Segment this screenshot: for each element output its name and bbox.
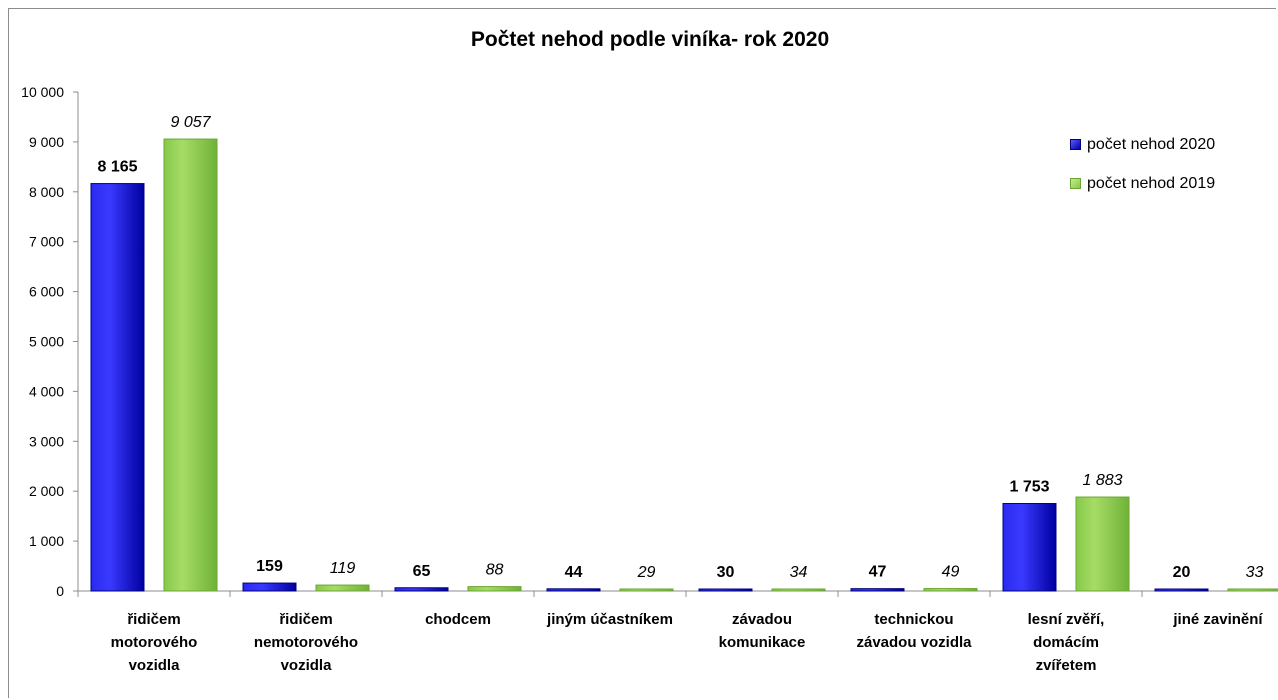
y-tick-label: 2 000 [29,483,64,499]
x-category-label: chodcem [425,611,491,628]
x-category-label: jiným účastníkem [546,611,673,628]
x-category-label: závadou [732,611,792,628]
data-label-2019: 119 [330,560,356,577]
bar-2019 [1075,496,1130,592]
x-category-label: zvířetem [1036,657,1097,674]
data-label-2020: 1 753 [1009,479,1049,496]
x-category-label: jiné zavinění [1172,611,1263,628]
data-label-2019: 9 057 [170,114,211,131]
y-tick-label: 4 000 [29,383,64,399]
x-category-label: závadou vozidla [856,634,972,651]
bar-2019 [923,588,978,592]
chart-frame [8,8,1276,698]
legend-label-2020: počet nehod 2020 [1087,135,1216,153]
data-label-2020: 65 [413,563,431,580]
legend: počet nehod 2020 počet nehod 2019 [1070,125,1215,203]
data-label-2020: 159 [256,558,283,575]
data-label-2020: 30 [717,564,735,581]
data-labels: 8 165 9 057 159 119 65 88 44 29 30 34 47 49 1 753 1 8… [97,114,1263,581]
bar-2019 [619,588,674,592]
data-label-2020: 44 [565,564,583,581]
y-tick-label: 7 000 [29,234,64,250]
x-category-label: motorového [111,634,198,651]
bar-2019 [467,586,522,592]
bar-2020 [90,183,145,592]
x-category-label: technickou [874,611,953,628]
data-label-2019: 29 [637,564,656,581]
x-category-label: nemotorového [254,634,358,651]
bar-2019 [315,584,370,592]
x-category-label: lesní zvěří, [1028,611,1105,628]
y-tick-label: 10 000 [21,84,64,100]
bar-2019 [1227,588,1278,592]
legend-swatch-2020 [1070,139,1081,150]
bars [90,138,1278,592]
y-tick-label: 0 [56,583,64,599]
bar-2020 [242,582,297,592]
legend-item-2020: počet nehod 2020 [1070,125,1215,164]
axes: 0 1 000 2 000 3 000 4 000 5 000 6 000 7 000 8 00… [21,84,1278,674]
chart-title: Počtet nehod podle viníka- rok 2020 [470,28,830,51]
bar-2020 [394,587,449,592]
x-category-label: komunikace [719,634,806,651]
bar-2019 [163,138,218,592]
legend-label-2019: počet nehod 2019 [1087,174,1216,192]
x-category-label: řidičem [127,611,180,628]
bar-2020 [1154,588,1209,592]
legend-item-2019: počet nehod 2019 [1070,164,1215,203]
bar-2020 [850,588,905,592]
data-label-2019: 34 [790,564,808,581]
data-label-2019: 33 [1246,564,1264,581]
y-tick-label: 8 000 [29,184,64,200]
data-label-2019: 88 [486,562,504,579]
legend-swatch-2019 [1070,178,1081,189]
data-label-2020: 47 [869,564,887,581]
data-label-2020: 20 [1173,564,1191,581]
bar-2020 [546,588,601,592]
data-label-2020: 8 165 [97,159,137,176]
y-tick-label: 1 000 [29,533,64,549]
x-category-label: vozidla [129,657,181,674]
bar-2020 [698,588,753,592]
x-category-label: domácím [1033,634,1099,651]
x-category-label: řidičem [279,611,332,628]
x-category-label: vozidla [281,657,333,674]
y-tick-label: 5 000 [29,334,64,350]
bar-2020 [1002,503,1057,592]
data-label-2019: 1 883 [1082,472,1122,489]
y-tick-label: 3 000 [29,433,64,449]
y-tick-label: 6 000 [29,284,64,300]
bar-2019 [771,588,826,592]
data-label-2019: 49 [942,564,960,581]
y-tick-label: 9 000 [29,134,64,150]
